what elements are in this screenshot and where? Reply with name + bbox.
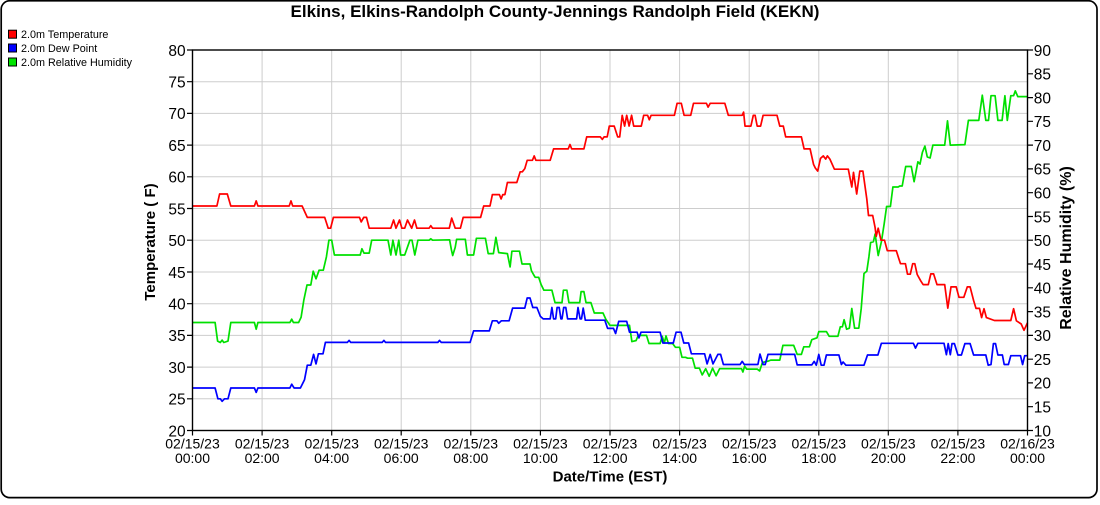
svg-text:35: 35 xyxy=(168,328,185,345)
svg-text:30: 30 xyxy=(1034,328,1052,345)
svg-text:02/15/23: 02/15/23 xyxy=(722,435,777,451)
svg-text:50: 50 xyxy=(168,233,186,250)
svg-text:02/15/23: 02/15/23 xyxy=(861,435,916,451)
svg-text:60: 60 xyxy=(168,170,186,187)
svg-text:45: 45 xyxy=(168,265,185,282)
svg-text:22:00: 22:00 xyxy=(940,450,975,466)
svg-text:02/16/23: 02/16/23 xyxy=(1000,435,1055,451)
svg-text:20: 20 xyxy=(168,423,186,440)
svg-text:2.0m Dew Point: 2.0m Dew Point xyxy=(21,43,97,55)
svg-text:75: 75 xyxy=(168,75,185,92)
svg-text:20: 20 xyxy=(1034,376,1052,393)
svg-text:02/15/23: 02/15/23 xyxy=(165,435,220,451)
svg-text:45: 45 xyxy=(1034,257,1051,274)
svg-text:Relative Humidity (%): Relative Humidity (%) xyxy=(1058,166,1075,330)
svg-text:90: 90 xyxy=(1034,43,1052,60)
svg-text:02/15/23: 02/15/23 xyxy=(583,435,638,451)
svg-text:Date/Time (EST): Date/Time (EST) xyxy=(553,469,668,486)
svg-text:40: 40 xyxy=(1034,281,1052,298)
svg-text:60: 60 xyxy=(1034,186,1052,203)
svg-text:02/15/23: 02/15/23 xyxy=(652,435,707,451)
svg-text:02/15/23: 02/15/23 xyxy=(374,435,429,451)
svg-text:2.0m Temperature: 2.0m Temperature xyxy=(21,29,108,41)
svg-text:02/15/23: 02/15/23 xyxy=(304,435,359,451)
svg-text:80: 80 xyxy=(168,43,186,60)
svg-text:80: 80 xyxy=(1034,90,1052,107)
svg-text:70: 70 xyxy=(1034,138,1052,155)
svg-text:04:00: 04:00 xyxy=(314,450,349,466)
svg-text:15: 15 xyxy=(1034,400,1051,417)
svg-text:10: 10 xyxy=(1034,423,1052,440)
svg-text:50: 50 xyxy=(1034,233,1052,250)
svg-text:00:00: 00:00 xyxy=(175,450,210,466)
svg-text:35: 35 xyxy=(1034,304,1051,321)
svg-text:06:00: 06:00 xyxy=(384,450,419,466)
svg-text:65: 65 xyxy=(1034,162,1051,179)
svg-text:02/15/23: 02/15/23 xyxy=(931,435,986,451)
svg-text:25: 25 xyxy=(168,392,185,409)
svg-text:30: 30 xyxy=(168,360,186,377)
svg-text:16:00: 16:00 xyxy=(732,450,767,466)
svg-text:55: 55 xyxy=(1034,209,1051,226)
svg-text:02/15/23: 02/15/23 xyxy=(444,435,499,451)
svg-text:25: 25 xyxy=(1034,352,1051,369)
svg-text:20:00: 20:00 xyxy=(871,450,906,466)
svg-text:02/15/23: 02/15/23 xyxy=(792,435,847,451)
svg-text:10:00: 10:00 xyxy=(523,450,558,466)
svg-text:55: 55 xyxy=(168,201,185,218)
svg-text:85: 85 xyxy=(1034,67,1051,84)
svg-text:02/15/23: 02/15/23 xyxy=(235,435,290,451)
svg-text:12:00: 12:00 xyxy=(592,450,627,466)
svg-text:02/15/23: 02/15/23 xyxy=(513,435,568,451)
svg-text:2.0m Relative Humidity: 2.0m Relative Humidity xyxy=(21,57,133,69)
svg-text:70: 70 xyxy=(168,106,186,123)
svg-text:14:00: 14:00 xyxy=(662,450,697,466)
svg-text:00:00: 00:00 xyxy=(1010,450,1045,466)
svg-text:40: 40 xyxy=(168,297,186,314)
svg-text:08:00: 08:00 xyxy=(453,450,488,466)
svg-text:65: 65 xyxy=(168,138,185,155)
svg-text:Elkins, Elkins-Randolph County: Elkins, Elkins-Randolph County-Jennings … xyxy=(291,2,820,21)
svg-text:02:00: 02:00 xyxy=(245,450,280,466)
svg-text:Temperature ( F): Temperature ( F) xyxy=(142,183,159,300)
svg-text:18:00: 18:00 xyxy=(801,450,836,466)
svg-text:75: 75 xyxy=(1034,114,1051,131)
